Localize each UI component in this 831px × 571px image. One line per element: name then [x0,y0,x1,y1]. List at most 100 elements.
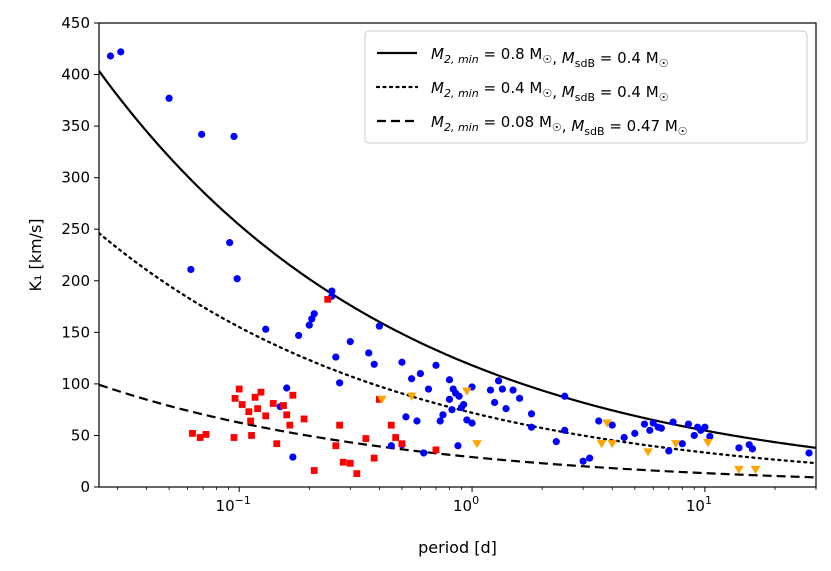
data-point-circle [432,361,440,369]
series-square [189,295,440,477]
data-point-circle [365,349,373,357]
data-point-circle [308,315,316,323]
legend: M2, min = 0.8 M☉, MsdB = 0.4 M☉M2, min =… [364,30,808,144]
data-point-square [235,385,243,393]
legend-entry-text: M2, min = 0.4 M☉, MsdB = 0.4 M☉ [431,79,669,104]
data-point-circle [336,379,344,387]
data-point-circle [455,392,463,400]
data-point-circle [561,426,569,434]
legend-m2sub: 2, min [444,87,479,100]
data-point-square [202,431,210,438]
legend-m2val: = 0.8 M [479,45,543,63]
curve-dashed [99,383,816,479]
data-point-circle [486,386,495,394]
data-point-square [273,440,281,448]
data-point-circle [448,406,456,414]
data-point-triangle [671,440,681,449]
data-point-circle [527,410,536,418]
data-point-circle [328,287,336,295]
data-point-circle [402,413,410,421]
legend-sep: , [552,83,562,101]
data-point-circle [398,358,406,366]
legend-m2sub: 2, min [444,53,479,66]
legend-sun-symbol: ☉ [552,121,562,134]
y-tick-label: 350 [61,117,90,135]
data-point-circle [665,447,673,455]
x-tick-base: 10 [686,497,705,515]
data-point-circle [346,338,354,346]
y-tick-label: 200 [61,272,90,290]
data-point-circle [436,417,444,425]
y-tick-label: 100 [61,375,90,393]
data-point-circle [620,433,628,442]
y-tick-label: 50 [71,426,90,444]
data-point-circle [305,321,313,329]
data-point-square [196,434,204,441]
legend-msdb: M [562,83,575,101]
data-point-square [346,459,354,467]
series-circle [106,48,813,465]
data-point-square [231,394,239,402]
legend-m2: M [431,45,444,63]
data-point-square [247,417,255,425]
data-point-circle [509,386,517,394]
data-point-triangle [703,439,713,448]
data-point-circle [370,360,378,368]
data-point-circle [706,432,714,441]
data-point-square [286,421,294,429]
y-tick-label: 300 [61,169,90,187]
data-point-triangle [472,440,482,449]
data-point-square [269,400,277,407]
data-point-triangle [750,465,761,475]
legend-msdbval: = 0.47 M [605,117,678,135]
legend-msdbval: = 0.4 M [595,49,659,67]
data-point-circle [805,449,813,457]
data-point-circle [460,400,468,409]
data-point-square [238,401,246,408]
legend-sun-symbol: ☉ [659,91,669,104]
data-point-square [332,442,340,450]
x-tick-label: 10−1 [216,494,251,515]
legend-msdb: M [571,117,584,135]
data-point-circle [187,265,195,274]
data-point-circle [586,454,594,462]
legend-m2: M [431,79,444,97]
data-point-circle [454,442,462,450]
data-point-circle [445,395,454,403]
data-point-circle [283,384,291,392]
data-point-circle [515,394,524,402]
x-tick-label: 101 [686,494,712,515]
plot-inner [99,48,816,479]
data-point-circle [701,423,709,431]
data-point-circle [669,418,677,426]
legend-m2val: = 0.08 M [479,113,552,131]
legend-entry-text: M2, min = 0.8 M☉, MsdB = 0.4 M☉ [431,45,669,70]
data-point-circle [498,385,506,393]
data-point-square [339,458,347,466]
legend-m2: M [431,113,444,131]
data-point-circle [657,424,665,432]
data-point-triangle [377,395,387,404]
x-tick-exp: −1 [235,494,251,507]
data-point-square [310,467,318,474]
data-point-circle [684,420,693,428]
legend-msdb: M [562,49,575,67]
data-point-circle [561,392,569,400]
data-point-circle [407,375,416,383]
y-tick-label: 150 [61,323,90,341]
data-point-circle [735,444,743,452]
data-point-triangle [734,465,744,475]
data-point-circle [375,322,383,330]
data-point-triangle [602,419,612,428]
legend-sun-symbol: ☉ [678,125,688,138]
data-point-circle [579,457,587,465]
data-point-circle [416,369,424,378]
data-point-circle [420,449,428,457]
data-point-circle [445,376,454,384]
x-axis-label: period [d] [418,538,497,557]
data-point-triangle [607,440,618,449]
x-tick-base: 10 [216,497,235,515]
x-tick-exp: 1 [705,494,712,507]
